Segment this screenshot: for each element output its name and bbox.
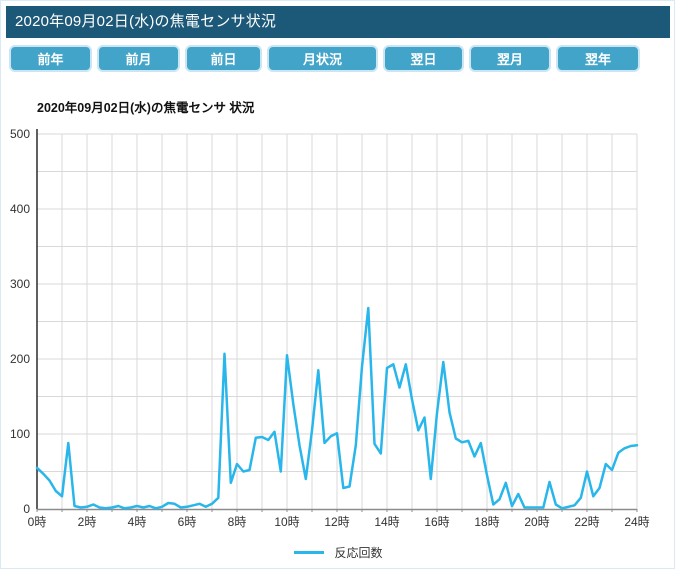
nav-button-prev-year[interactable]: 前年 — [9, 45, 92, 72]
x-tick-label: 20時 — [524, 515, 549, 529]
nav-button-prev-day[interactable]: 前日 — [185, 45, 262, 72]
y-tick-label: 400 — [10, 202, 30, 216]
y-tick-label: 300 — [10, 277, 30, 291]
x-tick-label: 10時 — [274, 515, 299, 529]
page-header: 2020年09月02日(水)の焦電センサ状況 — [6, 6, 670, 38]
x-tick-label: 12時 — [324, 515, 349, 529]
nav-button-prev-month[interactable]: 前月 — [97, 45, 180, 72]
x-tick-label: 6時 — [178, 515, 197, 529]
x-tick-label: 18時 — [474, 515, 499, 529]
series-line-反応回数 — [35, 306, 639, 510]
date-navigation: 前年 前月 前日 月状況 翌日 翌月 翌年 — [9, 45, 640, 72]
x-tick-label: 2時 — [78, 515, 97, 529]
page-title: 2020年09月02日(水)の焦電センサ状況 — [15, 13, 277, 30]
x-tick-label: 4時 — [128, 515, 147, 529]
nav-button-next-month[interactable]: 翌月 — [469, 45, 551, 72]
x-tick-label: 22時 — [574, 515, 599, 529]
nav-button-next-year[interactable]: 翌年 — [556, 45, 640, 72]
x-tick-label: 14時 — [374, 515, 399, 529]
x-tick-label: 24時 — [624, 515, 649, 529]
nav-button-month-status[interactable]: 月状況 — [267, 45, 378, 72]
y-tick-label: 100 — [10, 427, 30, 441]
legend-label: 反応回数 — [334, 546, 383, 560]
x-tick-label: 0時 — [28, 515, 47, 529]
x-tick-label: 8時 — [228, 515, 247, 529]
y-tick-label: 500 — [10, 127, 30, 141]
chart-title: 2020年09月02日(水)の焦電センサ 状況 — [37, 101, 255, 115]
chart-legend: 反応回数 — [1, 544, 674, 561]
legend-line-swatch — [294, 551, 325, 554]
nav-button-next-day[interactable]: 翌日 — [383, 45, 464, 72]
y-tick-label: 0 — [23, 502, 30, 516]
y-tick-label: 200 — [10, 352, 30, 366]
line-chart-svg: 0 100 200 300 400 500 0時 2時 4時 6時 8時 10時 12時 14時 16時 18… — [10, 127, 650, 529]
x-tick-label: 16時 — [424, 515, 449, 529]
